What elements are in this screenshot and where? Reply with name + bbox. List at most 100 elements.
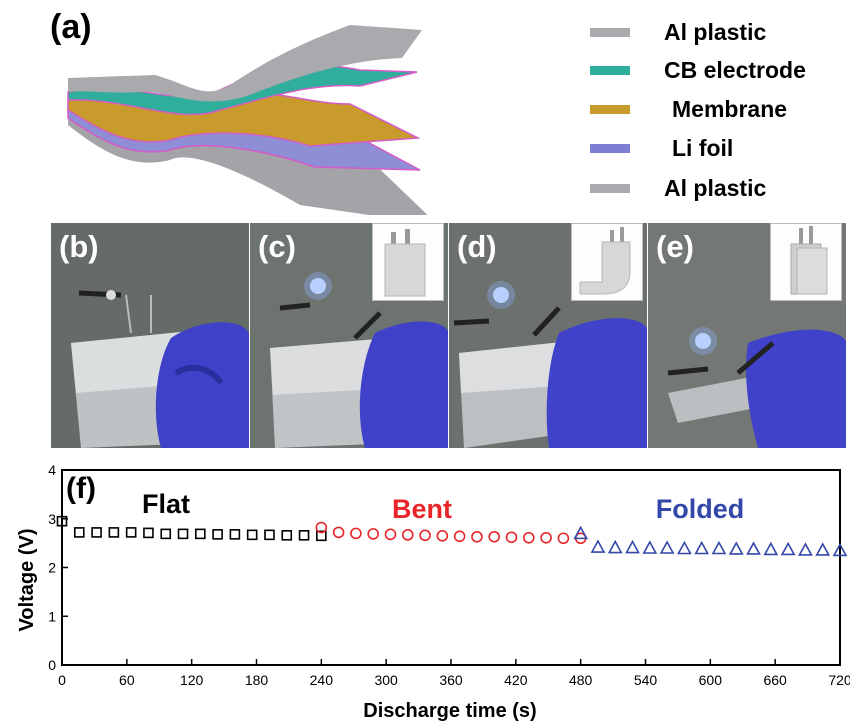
point-folded (746, 541, 761, 555)
x-tick-label: 300 (374, 672, 398, 688)
legend-item: CB electrode (590, 55, 806, 85)
point-bent (436, 530, 449, 542)
point-flat (316, 530, 327, 542)
point-bent (401, 529, 414, 541)
legend-swatch-membrane (590, 104, 630, 114)
panel-label-a: (a) (50, 8, 92, 46)
legend-label: Al plastic (664, 174, 767, 201)
point-flat (73, 527, 85, 538)
voltage-chart: 0 60 120 180 240 300 360 420 480 540 600 660 720 0 1 2 3… (16, 462, 850, 722)
layer-al-plastic-top (68, 25, 422, 102)
point-folded (677, 540, 692, 555)
point-folded (711, 540, 727, 555)
x-tick-label: 0 (58, 672, 66, 688)
panel-label-b: (b) (59, 229, 99, 264)
x-tick-label: 180 (245, 672, 269, 688)
point-folded (694, 540, 710, 555)
point-flat (160, 528, 172, 540)
y-tick-label: 1 (48, 608, 56, 624)
point-flat (125, 527, 137, 538)
x-tick-label: 240 (310, 672, 334, 688)
legend-label: Li foil (672, 134, 734, 161)
series-label-folded: Folded (656, 494, 745, 524)
x-tick-label: 420 (504, 672, 528, 688)
point-flat (298, 530, 310, 541)
legend-item: Al plastic (590, 173, 766, 203)
point-bent (367, 528, 380, 540)
photo-flat-battery-led-on (250, 223, 448, 448)
point-bent (557, 532, 570, 545)
y-tick-label: 2 (48, 560, 56, 576)
legend-swatch-li-foil (590, 143, 630, 153)
panel-label-c: (c) (258, 229, 296, 264)
legend-item: Li foil (590, 133, 733, 163)
legend-label: CB electrode (664, 56, 806, 83)
point-bent (471, 530, 483, 543)
x-tick-label: 360 (439, 672, 463, 688)
legend-item: Membrane (590, 94, 787, 124)
legend-swatch-al-plastic (590, 183, 630, 193)
inset-folded-pouch (770, 223, 842, 301)
flat-pouch-icon (384, 229, 426, 297)
point-bent (350, 527, 362, 540)
point-folded (642, 540, 658, 554)
point-flat (91, 527, 102, 538)
axis-ticks: 0 60 120 180 240 300 360 420 480 540 600 660 720 0 1 2 3… (48, 462, 850, 688)
inset-flat-pouch (372, 223, 444, 301)
x-tick-label: 720 (828, 672, 850, 688)
y-tick-label: 4 (48, 462, 56, 478)
photo-panel-d: (d) (449, 223, 647, 448)
point-flat (229, 529, 241, 540)
panel-label-e: (e) (656, 229, 694, 264)
point-bent (540, 531, 552, 544)
legend-swatch-al-plastic (590, 27, 630, 37)
series-label-bent: Bent (392, 494, 452, 524)
data-marks (56, 515, 848, 557)
x-tick-label: 120 (180, 672, 204, 688)
point-flat (212, 529, 223, 540)
point-bent (488, 530, 501, 543)
y-tick-label: 3 (48, 511, 56, 527)
photo-panel-b: (b) (51, 223, 249, 448)
point-bent (315, 521, 328, 534)
point-folded (763, 541, 779, 556)
point-flat (195, 528, 206, 540)
point-folded (607, 539, 623, 554)
legend-item: Al plastic (590, 17, 766, 47)
folded-pouch-icon (790, 226, 828, 295)
point-flat (177, 528, 189, 540)
point-flat (281, 530, 293, 541)
x-tick-label: 540 (634, 672, 658, 688)
point-folded (815, 542, 831, 556)
legend-label: Al plastic (664, 18, 767, 45)
inset-bent-pouch (571, 223, 643, 301)
point-folded (590, 539, 606, 553)
bent-pouch-icon (579, 227, 631, 295)
point-folded (573, 525, 589, 540)
point-folded (798, 542, 813, 556)
x-axis-title: Discharge time (s) (363, 700, 536, 722)
point-flat (246, 529, 258, 541)
point-bent (384, 528, 397, 541)
point-bent (332, 526, 345, 539)
point-folded (832, 542, 848, 557)
x-tick-label: 600 (699, 672, 723, 688)
point-bent (419, 529, 431, 542)
y-axis-title: Voltage (V) (16, 529, 38, 632)
legend-label: Membrane (672, 95, 788, 122)
point-flat (264, 529, 275, 541)
point-bent (505, 531, 518, 544)
point-flat (56, 515, 68, 527)
point-bent (522, 531, 535, 544)
point-flat (108, 527, 120, 538)
x-tick-label: 60 (119, 672, 135, 688)
point-folded (780, 541, 796, 556)
point-flat (143, 527, 154, 539)
point-folded (625, 539, 640, 554)
series-label-flat: Flat (142, 489, 190, 519)
photo-panel-c: (c) (250, 223, 448, 448)
legend-swatch-cb-electrode (590, 65, 630, 75)
photo-panel-e: (e) (648, 223, 846, 448)
point-folded (728, 541, 744, 555)
point-bent (453, 530, 466, 543)
